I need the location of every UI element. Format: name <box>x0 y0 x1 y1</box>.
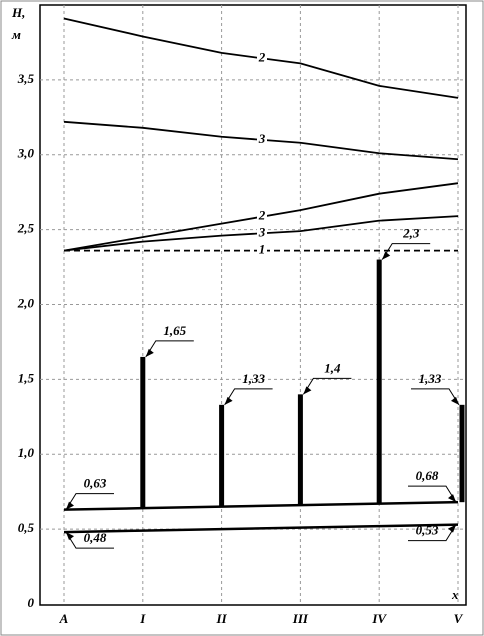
series-line <box>63 523 459 534</box>
series-label: 2 <box>258 49 266 64</box>
y-tick-label: 0 <box>28 595 35 610</box>
y-tick-label: 2,5 <box>17 221 35 236</box>
series-label: 1 <box>259 242 266 257</box>
bar <box>297 394 303 506</box>
bar <box>376 259 382 504</box>
data-label: 1,4 <box>324 360 341 375</box>
callout-arrow <box>66 532 74 541</box>
series-label: 3 <box>258 131 266 146</box>
label-bg <box>257 243 267 258</box>
callout-arrow <box>145 348 154 357</box>
data-label: 0,68 <box>416 468 439 483</box>
label-bg <box>257 209 267 224</box>
callout-line <box>65 493 114 510</box>
x-tick-label: V <box>454 611 464 626</box>
callout-line <box>302 377 352 395</box>
callout-line <box>381 243 431 260</box>
callout-arrow <box>66 501 74 510</box>
x-tick-label: I <box>139 611 146 626</box>
data-label: 2,3 <box>402 226 420 241</box>
y-tick-label: 3,5 <box>17 71 35 86</box>
callout-arrow <box>224 396 233 405</box>
y-axis-label: H, <box>11 5 25 20</box>
data-label: 1,65 <box>163 323 186 338</box>
y-tick-label: 2,0 <box>17 295 35 310</box>
x-tick-label: A <box>59 611 69 626</box>
x-tick-label: IV <box>371 611 387 626</box>
data-label: 0,53 <box>416 523 439 538</box>
bar <box>140 356 146 509</box>
y-tick-label: 1,0 <box>18 445 35 460</box>
callout-arrow <box>451 396 459 405</box>
bar <box>459 404 465 503</box>
label-bg <box>257 226 267 241</box>
callout-arrow <box>448 494 456 503</box>
series-label: 2 <box>258 208 266 223</box>
series-label: 3 <box>258 224 266 239</box>
series-line <box>63 500 459 511</box>
data-label: 0,48 <box>84 530 107 545</box>
callout-arrow <box>382 251 391 260</box>
label-bg <box>257 51 267 66</box>
y-tick-label: 0,5 <box>18 520 35 535</box>
x-tick-label: II <box>216 611 228 626</box>
label-bg <box>257 132 267 147</box>
callout-arrow <box>303 386 312 395</box>
callout-line <box>65 531 114 549</box>
x-axis-label: x <box>451 587 459 602</box>
x-tick-label: III <box>292 611 309 626</box>
y-tick-label: 3,0 <box>17 146 35 161</box>
data-label: 1,33 <box>419 371 442 386</box>
data-label: 1,33 <box>242 371 265 386</box>
callout-arrow <box>448 524 456 533</box>
y-axis-label: м <box>11 27 21 42</box>
callout-line <box>145 340 194 358</box>
data-label: 0,63 <box>84 476 107 491</box>
callout-line <box>224 388 273 406</box>
y-tick-label: 1,5 <box>18 370 35 385</box>
bar <box>219 404 225 507</box>
